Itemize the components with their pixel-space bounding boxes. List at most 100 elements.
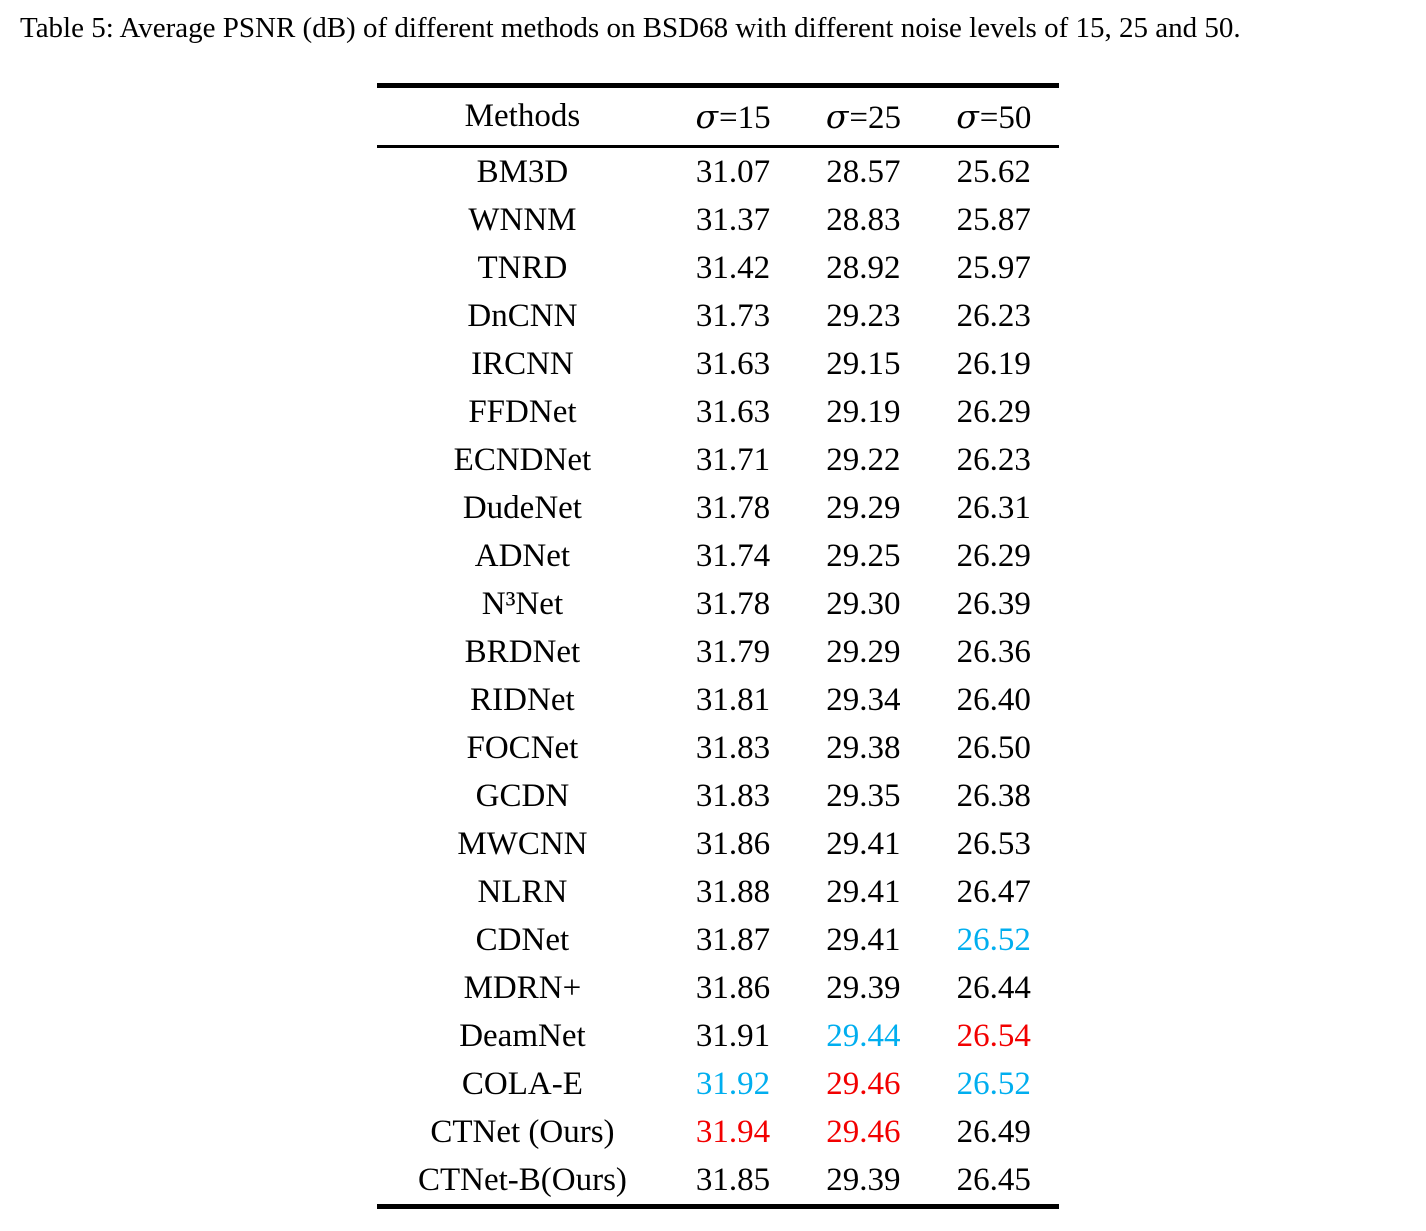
method-name: CTNet-B(Ours) [417, 1161, 627, 1198]
psnr-value: 29.25 [826, 537, 901, 574]
psnr-value: 29.46 [826, 1113, 901, 1150]
table-row: COLA-E 31.92 29.46 26.52 [377, 1060, 1059, 1108]
psnr-value: 26.23 [956, 297, 1031, 334]
psnr-value: 25.97 [956, 249, 1031, 286]
psnr-value: 31.71 [695, 441, 771, 478]
psnr-value: 29.39 [826, 1161, 901, 1198]
psnr-value: 26.54 [956, 1017, 1031, 1054]
psnr-value: 31.92 [695, 1065, 771, 1102]
psnr-value: 29.44 [826, 1017, 901, 1054]
psnr-value: 29.30 [826, 585, 901, 622]
method-name: DnCNN [467, 297, 578, 334]
psnr-value: 26.45 [956, 1161, 1031, 1198]
psnr-value: 26.40 [956, 681, 1031, 718]
psnr-value: 31.78 [695, 489, 771, 526]
table-row: DeamNet 31.91 29.44 26.54 [377, 1012, 1059, 1060]
method-name: CDNet [475, 921, 570, 958]
header-sigma-50: σ=50 [928, 85, 1059, 148]
psnr-value: 26.44 [956, 969, 1031, 1006]
psnr-value: 26.47 [956, 873, 1031, 910]
table-row: MWCNN 31.86 29.41 26.53 [377, 820, 1059, 868]
table-row: FFDNet 31.63 29.19 26.29 [377, 388, 1059, 436]
psnr-value: 29.41 [826, 873, 901, 910]
psnr-value: 26.52 [956, 1065, 1031, 1102]
psnr-value: 29.29 [826, 633, 901, 670]
header-label: Methods [464, 98, 581, 134]
psnr-value: 28.83 [826, 201, 901, 238]
header-methods: Methods [377, 85, 668, 148]
psnr-value: 31.94 [695, 1113, 771, 1150]
table-row: TNRD 31.42 28.92 25.97 [377, 244, 1059, 292]
method-name: CTNet (Ours) [430, 1113, 615, 1150]
psnr-value: 26.52 [956, 921, 1031, 958]
psnr-value: 26.39 [956, 585, 1031, 622]
psnr-value: 29.29 [826, 489, 901, 526]
psnr-value: 26.29 [956, 537, 1031, 574]
psnr-value: 26.53 [956, 825, 1031, 862]
psnr-value: 26.36 [956, 633, 1031, 670]
psnr-value: 29.15 [826, 345, 901, 382]
table-caption: Table 5: Average PSNR (dB) of different … [20, 12, 1241, 44]
psnr-value: 31.63 [695, 393, 771, 430]
sigma-symbol: σ [695, 96, 718, 136]
psnr-value: 31.87 [695, 921, 771, 958]
table-row: DnCNN 31.73 29.23 26.23 [377, 292, 1059, 340]
psnr-value: 31.63 [695, 345, 771, 382]
psnr-value: 31.37 [695, 201, 771, 238]
method-name: IRCNN [471, 345, 574, 382]
method-name: WNNM [468, 201, 577, 238]
psnr-value: 26.50 [956, 729, 1031, 766]
method-name: NLRN [477, 873, 568, 910]
header-label: =50 [979, 99, 1032, 136]
psnr-value: 31.83 [695, 777, 771, 814]
table-row: CTNet-B(Ours) 31.85 29.39 26.45 [377, 1156, 1059, 1207]
psnr-value: 26.38 [956, 777, 1031, 814]
table-row: ECNDNet 31.71 29.22 26.23 [377, 436, 1059, 484]
psnr-value: 31.73 [695, 297, 771, 334]
method-name: ADNet [474, 537, 571, 574]
psnr-value: 31.88 [695, 873, 771, 910]
psnr-value: 26.31 [956, 489, 1031, 526]
psnr-table-container: Methods σ=15 σ=25 σ=50 BM3D 31.07 28.57 25.62 W… [377, 83, 1059, 1209]
method-name: DeamNet [459, 1017, 586, 1054]
table-row: CTNet (Ours) 31.94 29.46 26.49 [377, 1108, 1059, 1156]
psnr-value: 31.81 [695, 681, 771, 718]
psnr-value: 26.49 [956, 1113, 1031, 1150]
table-row: MDRN+ 31.86 29.39 26.44 [377, 964, 1059, 1012]
psnr-value: 31.74 [695, 537, 771, 574]
psnr-value: 29.34 [826, 681, 901, 718]
header-label: =25 [849, 99, 901, 136]
method-name: COLA-E [461, 1065, 583, 1102]
psnr-value: 29.46 [826, 1065, 901, 1102]
psnr-value: 31.42 [695, 249, 771, 286]
table-row: BRDNet 31.79 29.29 26.36 [377, 628, 1059, 676]
psnr-value: 31.07 [695, 153, 771, 190]
header-sigma-25: σ=25 [798, 85, 929, 148]
psnr-value: 26.23 [956, 441, 1031, 478]
table-row: WNNM 31.37 28.83 25.87 [377, 196, 1059, 244]
psnr-value: 29.41 [826, 825, 901, 862]
method-name: RIDNet [470, 681, 575, 718]
header-label: =15 [718, 99, 771, 136]
psnr-value: 29.22 [826, 441, 901, 478]
psnr-value: 29.39 [826, 969, 901, 1006]
psnr-value: 28.57 [826, 153, 901, 190]
psnr-value: 26.29 [956, 393, 1031, 430]
psnr-value: 25.62 [956, 153, 1031, 190]
psnr-value: 31.86 [695, 825, 771, 862]
psnr-value: 31.91 [695, 1017, 771, 1054]
psnr-value: 31.83 [695, 729, 771, 766]
method-name: BRDNet [464, 633, 581, 670]
method-name: MDRN+ [463, 969, 582, 1006]
psnr-value: 31.86 [695, 969, 771, 1006]
table-row: CDNet 31.87 29.41 26.52 [377, 916, 1059, 964]
psnr-value: 31.85 [695, 1161, 771, 1198]
method-name: N³Net [481, 585, 564, 622]
header-row: Methods σ=15 σ=25 σ=50 [377, 85, 1059, 148]
table-row: N³Net 31.78 29.30 26.39 [377, 580, 1059, 628]
table-row: BM3D 31.07 28.57 25.62 [377, 147, 1059, 197]
table-row: RIDNet 31.81 29.34 26.40 [377, 676, 1059, 724]
sigma-symbol: σ [825, 96, 849, 136]
psnr-value: 29.35 [826, 777, 901, 814]
method-name: FOCNet [466, 729, 579, 766]
